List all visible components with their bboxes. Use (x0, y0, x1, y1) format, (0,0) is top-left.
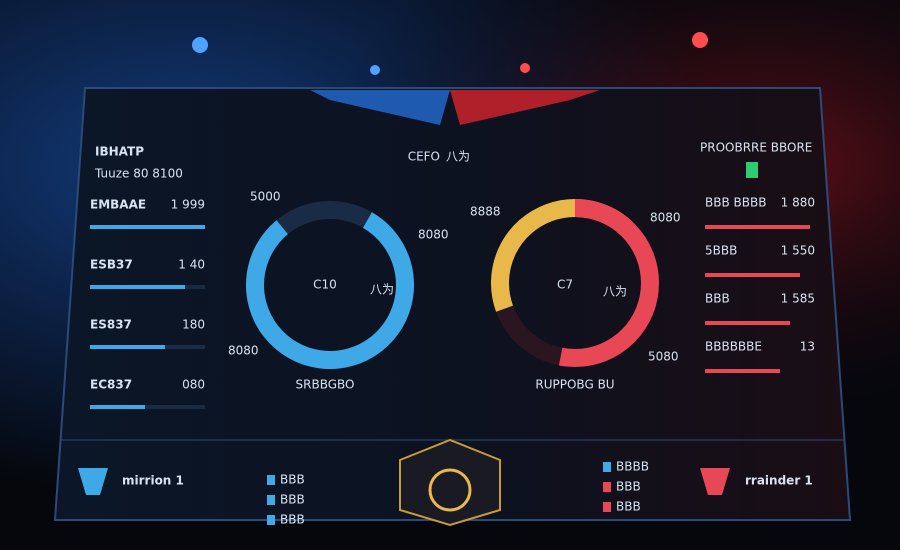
screen (53, 87, 852, 521)
right-panel-title: PROOBRRE BBORE (700, 141, 812, 155)
list-icon (267, 475, 275, 485)
row-value: 080 (182, 378, 205, 392)
ring-caption: RUPPOBG BU (535, 378, 614, 392)
ring-callout: 8080 (418, 228, 449, 242)
ring-label: C10 (313, 278, 337, 292)
row-bar (705, 225, 810, 229)
row-label: BBB BBBB (705, 196, 766, 210)
ring-suffix: 八为 (370, 283, 394, 297)
list-icon (267, 495, 275, 505)
row-value: 1 585 (781, 292, 815, 306)
center-emblem (399, 438, 501, 527)
ring-arc (246, 201, 414, 369)
list-item: BBB (280, 513, 305, 527)
list-item: BBB (616, 480, 641, 494)
title-suffix: 八为 (446, 150, 470, 164)
row-bar (705, 321, 790, 325)
team-logo (700, 468, 730, 495)
title: CEFO (408, 150, 440, 164)
team-logo (78, 468, 108, 495)
row-label: EC837 (90, 378, 132, 392)
ring-callout: 8888 (470, 205, 501, 219)
ring-arc (491, 199, 660, 367)
row-label: EMBAAE (90, 198, 146, 212)
list-icon (603, 462, 611, 472)
row-bar (90, 405, 145, 409)
list-item: BBB (616, 500, 641, 514)
stage-light (370, 65, 380, 75)
list-item: BBBB (616, 460, 649, 474)
stage-light (520, 63, 530, 73)
status-indicator (746, 162, 758, 178)
ring-callout: 8080 (650, 211, 681, 225)
row-bar (705, 273, 800, 277)
ring-label: C7 (557, 278, 573, 292)
list-icon (603, 482, 611, 492)
row-value: 1 550 (781, 244, 815, 258)
header-wing (450, 90, 600, 125)
list-item: BBB (280, 493, 305, 507)
row-label: ES837 (90, 318, 132, 332)
row-label: BBB (705, 292, 730, 306)
ring-caption: SRBBGBO (296, 378, 355, 392)
ring-suffix: 八为 (603, 285, 627, 299)
header-wing (310, 90, 450, 125)
left-panel-subtitle: Tuuze 80 8100 (94, 167, 183, 181)
row-value: 180 (182, 318, 205, 332)
team-name: rrainder 1 (745, 474, 813, 488)
ring-callout: 8080 (228, 344, 259, 358)
row-value: 13 (800, 340, 815, 354)
stage-light (192, 37, 208, 53)
ring-callout: 5000 (250, 190, 281, 204)
row-bar (90, 345, 165, 349)
row-bar (90, 225, 205, 229)
row-value: 1 880 (781, 196, 815, 210)
row-label: 5BBB (705, 244, 737, 258)
row-bar-track (90, 405, 205, 409)
list-item: BBB (280, 473, 305, 487)
ring-callout: 5080 (648, 350, 679, 364)
ring-arc (491, 199, 659, 367)
row-value: 1 40 (178, 258, 205, 272)
row-bar (90, 285, 185, 289)
row-label: ESB37 (90, 258, 133, 272)
stage-light (692, 32, 708, 48)
list-icon (603, 502, 611, 512)
row-value: 1 999 (171, 198, 205, 212)
list-icon (267, 515, 275, 525)
row-bar (705, 369, 780, 373)
team-name: mirrion 1 (122, 474, 184, 488)
emblem-icon (428, 468, 472, 512)
row-label: BBBBBBE (705, 340, 762, 354)
left-panel-title: IBHATP (95, 145, 144, 159)
